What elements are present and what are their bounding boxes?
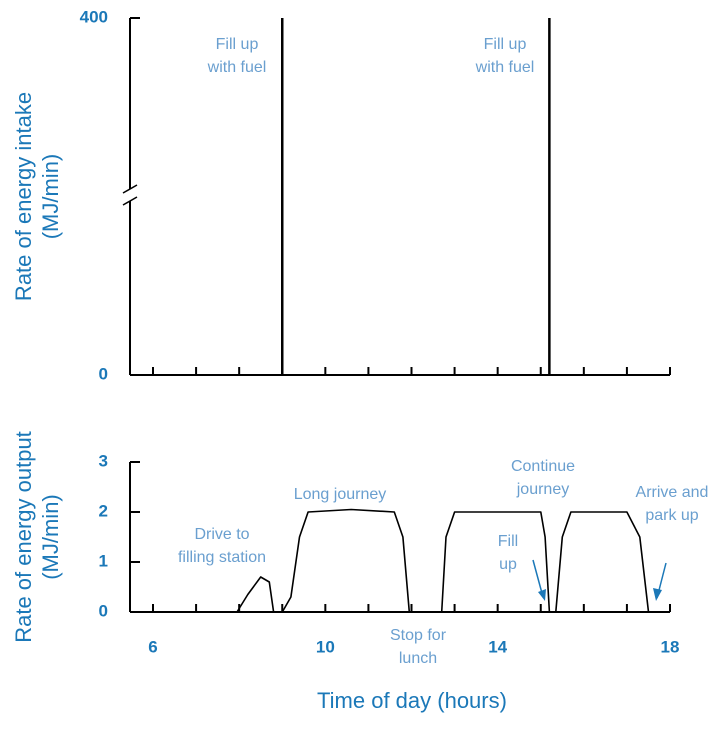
y-axis-label: (MJ/min) — [38, 494, 63, 580]
annotation: Arrive and — [636, 484, 709, 501]
y-axis-label: Rate of energy output — [11, 431, 36, 643]
annotation: Long journey — [294, 486, 387, 503]
y-tick-label: 1 — [99, 551, 108, 570]
annotation: filling station — [178, 549, 266, 566]
x-tick-label: 6 — [148, 637, 157, 656]
y-tick-label: 2 — [99, 501, 108, 520]
annotation: Fill up — [484, 36, 527, 53]
x-axis-label: Time of day (hours) — [317, 688, 507, 713]
arrowhead — [653, 588, 662, 601]
y-axis-label: Rate of energy intake — [11, 92, 36, 301]
annotation: with fuel — [207, 59, 267, 76]
x-tick-label: 10 — [316, 637, 335, 656]
annotation: up — [499, 556, 517, 573]
annotation: Continue — [511, 458, 575, 475]
annotation: park up — [645, 507, 698, 524]
y-axis-label: (MJ/min) — [38, 154, 63, 240]
annotation: journey — [516, 481, 569, 498]
annotation: lunch — [399, 650, 437, 667]
y-tick-label: 400 — [80, 7, 108, 26]
arrowhead — [538, 589, 546, 601]
y-tick-label: 3 — [99, 451, 108, 470]
y-tick-label: 0 — [99, 364, 108, 383]
annotation: with fuel — [475, 59, 535, 76]
y-tick-label: 0 — [99, 601, 108, 620]
annotation: Fill — [498, 533, 518, 550]
line — [236, 508, 650, 613]
axis-break — [122, 184, 138, 194]
annotation: Drive to — [194, 526, 249, 543]
x-tick-label: 14 — [488, 637, 507, 656]
annotation: Stop for — [390, 627, 447, 644]
annotation: Fill up — [216, 36, 259, 53]
axis-break — [122, 196, 138, 206]
x-tick-label: 18 — [661, 637, 680, 656]
